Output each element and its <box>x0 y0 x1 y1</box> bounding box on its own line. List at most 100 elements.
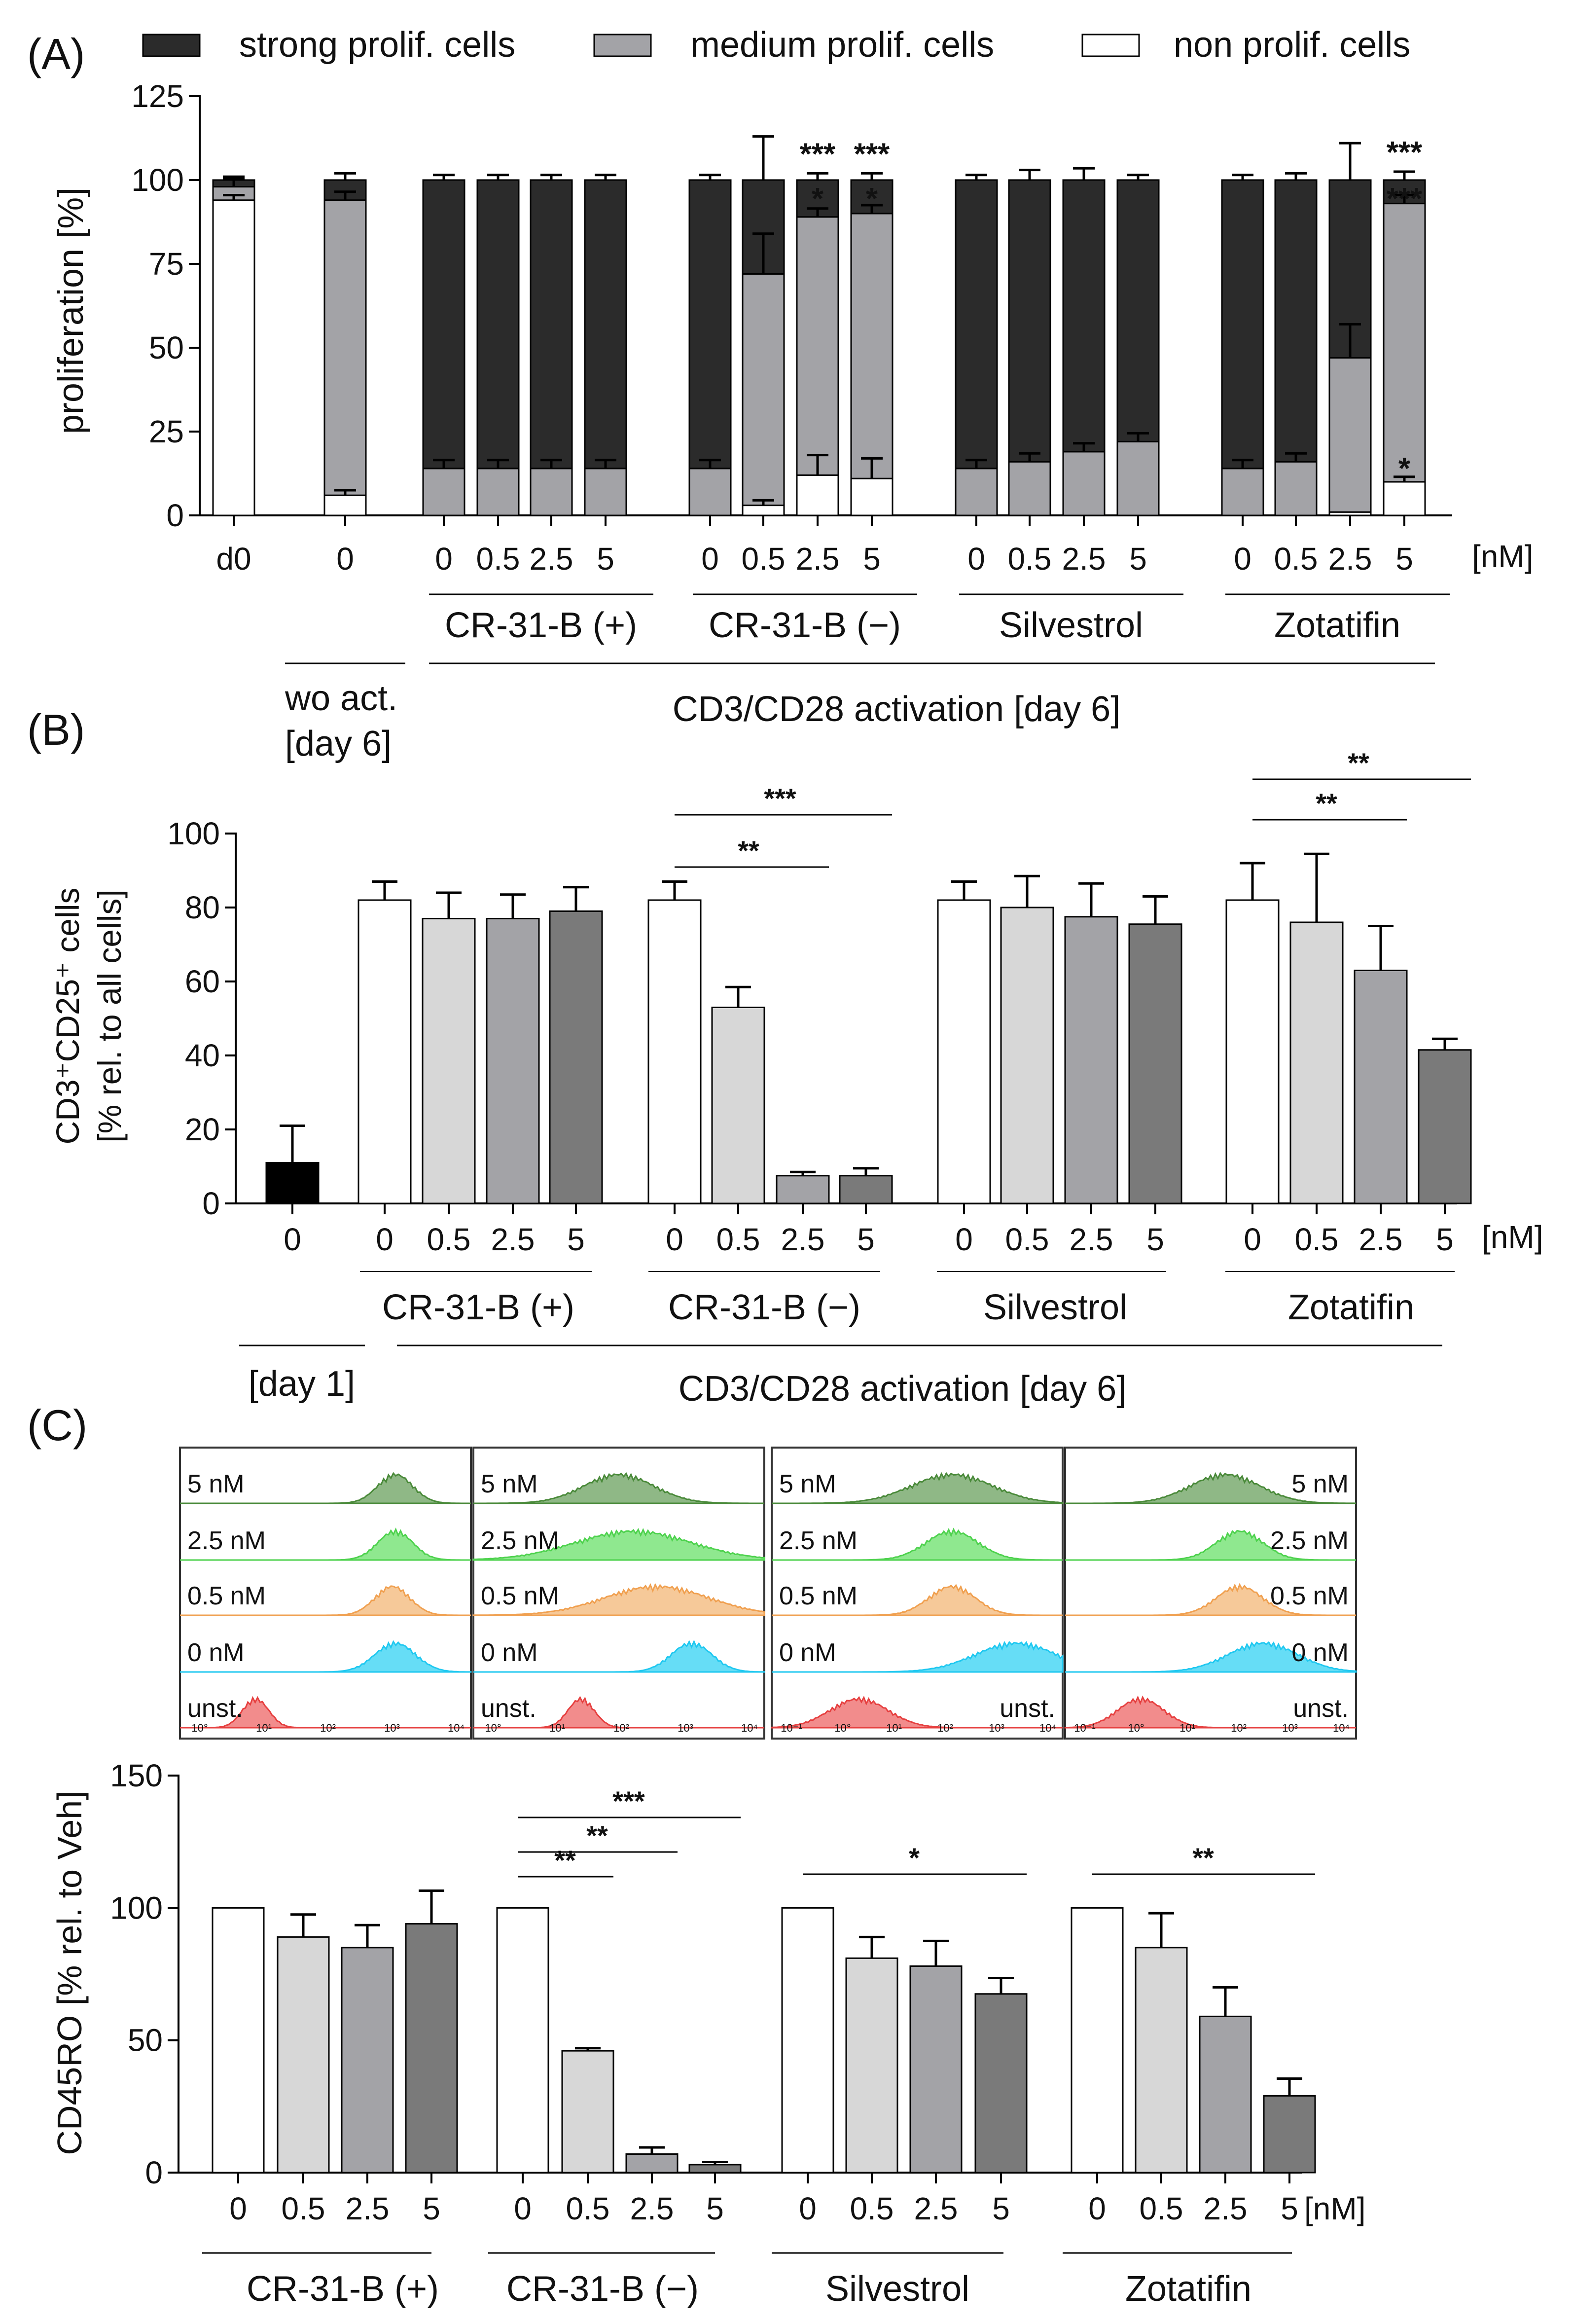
a-conc-3-2: 2.5 <box>1328 541 1372 577</box>
c-conc-0-0: 0 <box>229 2191 247 2226</box>
a-group-zotatifin: Zotatifin <box>1274 606 1400 645</box>
b-ytick-label-0: 0 <box>202 1186 220 1221</box>
hist-label-2-1: 2.5 nM <box>779 1526 858 1555</box>
a-bar-11-seg-2 <box>1008 179 1051 463</box>
b-bar-12 <box>1128 923 1182 1204</box>
a-conc-1-0: 0 <box>701 541 719 577</box>
a-bar-1-seg-0 <box>323 494 367 516</box>
c-conc-1-3: 5 <box>706 2191 724 2226</box>
c-bar-1 <box>277 1936 330 2174</box>
b-conc-1-1: 0.5 <box>716 1222 760 1257</box>
hist-tick-0-0: 10° <box>191 1722 208 1734</box>
hist-tick-1-2: 10² <box>613 1722 629 1734</box>
hist-tick-0-4: 10⁴ <box>448 1722 465 1734</box>
a-conc-labels: 0 0.5 2.5 5 0 0.5 2.5 5 0 0.5 2.5 5 0 0.5 2.5 5 <box>435 541 1413 577</box>
a-annotation-1: *** <box>854 137 890 171</box>
b-sig-label-2: ** <box>1316 788 1337 819</box>
a-bar-9-seg-0 <box>850 477 894 516</box>
c-ytick-label-0: 0 <box>145 2155 163 2190</box>
c-conc-labels: 0 0.5 2.5 5 0 0.5 2.5 5 0 0.5 2.5 5 0 0.5 2.5 5 <box>229 2191 1298 2226</box>
hist-tick-2-5: 10⁴ <box>1039 1722 1056 1734</box>
panel-a-letter: (A) <box>27 30 85 78</box>
hist-curve-2-4 <box>771 1696 1063 1729</box>
b-conc-0-0: 0 <box>376 1222 393 1257</box>
c-bar-15 <box>1263 2095 1316 2174</box>
a-bar-3-seg-1 <box>476 468 520 516</box>
hist-curve-0-2 <box>180 1585 471 1616</box>
a-ytick-label-1: 25 <box>149 414 184 449</box>
b-bar-4 <box>549 910 603 1204</box>
a-bar-8-seg-0 <box>796 474 839 516</box>
a-bar-5-seg-1 <box>584 468 627 516</box>
hist-curve-3-3 <box>1065 1641 1357 1673</box>
a-bar-14-seg-1 <box>1221 468 1264 516</box>
c-bar-3 <box>405 1923 458 2174</box>
hist-tick-3-4: 10³ <box>1282 1722 1298 1734</box>
panel-c-bars <box>212 1889 1316 2174</box>
a-bar-5-seg-2 <box>584 179 627 470</box>
a-label-wo-0: 0 <box>336 541 354 577</box>
a-bar-7-seg-1 <box>742 273 785 507</box>
a-bar-9-seg-1 <box>850 213 894 479</box>
a-annotation-3: * <box>866 182 878 216</box>
c-ytick-label-1: 50 <box>128 2023 163 2058</box>
c-conc-0-1: 0.5 <box>282 2191 325 2226</box>
a-bar-13-seg-1 <box>1116 440 1160 516</box>
hist-label-1-3: 0 nM <box>481 1638 538 1667</box>
a-bar-4-seg-2 <box>530 179 573 470</box>
c-conc-0-3: 5 <box>423 2191 440 2226</box>
hist-tick-1-4: 10⁴ <box>741 1722 758 1734</box>
b-bar-7 <box>776 1175 830 1204</box>
a-annotation-0: *** <box>800 137 836 171</box>
panel-a-bars: *** **** ******** <box>212 135 1426 516</box>
a-conc-2-3: 5 <box>1129 541 1147 577</box>
a-bar-17-seg-1 <box>1383 203 1426 483</box>
a-bar-12-seg-2 <box>1062 179 1106 453</box>
a-conc-3-1: 0.5 <box>1274 541 1318 577</box>
a-label-d0: d0 <box>216 541 251 577</box>
a-annotation-4: *** <box>1387 136 1423 170</box>
c-sig-label-2: *** <box>612 1785 645 1816</box>
b-ytick-label-5: 100 <box>167 816 220 851</box>
a-bar-7-seg-0 <box>742 505 785 516</box>
c-bar-12 <box>1071 1907 1124 2174</box>
hist-label-1-0: 5 nM <box>481 1470 538 1498</box>
a-bar-10-seg-1 <box>955 468 998 516</box>
a-bar-12-seg-1 <box>1062 451 1106 516</box>
b-sig-label-0: ** <box>738 835 759 866</box>
a-bar-6-seg-1 <box>688 468 732 516</box>
b-bar-15 <box>1354 970 1408 1204</box>
c-conc-3-2: 2.5 <box>1204 2191 1248 2226</box>
b-ytick-label-3: 60 <box>185 964 220 999</box>
hist-curve-2-2 <box>772 1584 1063 1616</box>
hist-label-0-2: 0.5 nM <box>187 1582 266 1610</box>
hist-label-2-4: unst. <box>1000 1694 1055 1723</box>
hist-tick-3-1: 10° <box>1128 1722 1144 1734</box>
b-conc-3-2: 2.5 <box>1359 1222 1403 1257</box>
a-unit-label: [nM] <box>1472 539 1533 574</box>
c-bar-4 <box>496 1907 549 2174</box>
b-bar-1 <box>358 899 412 1204</box>
hist-tick-3-3: 10² <box>1231 1722 1247 1734</box>
b-sig-label-1: *** <box>764 783 796 814</box>
legend-strong-label: strong prolif. cells <box>239 25 515 65</box>
b-ytick-label-1: 20 <box>185 1112 220 1147</box>
a-bar-15-seg-1 <box>1274 461 1318 516</box>
a-group-cr31b-plus: CR-31-B (+) <box>445 606 637 645</box>
b-bar-16 <box>1418 1049 1472 1204</box>
c-bar-11 <box>974 1993 1028 2174</box>
a-conc-2-0: 0 <box>967 541 985 577</box>
hist-label-1-4: unst. <box>481 1694 536 1723</box>
hist-curve-3-1 <box>1065 1529 1356 1561</box>
b-conc-3-3: 5 <box>1436 1222 1454 1257</box>
c-conc-2-1: 0.5 <box>850 2191 894 2226</box>
hist-label-3-2: 0.5 nM <box>1270 1582 1349 1610</box>
b-bar-11 <box>1064 916 1118 1204</box>
hist-tick-0-1: 10¹ <box>256 1722 272 1734</box>
c-conc-0-2: 2.5 <box>346 2191 390 2226</box>
b-day1-label: [day 1] <box>249 1364 355 1404</box>
hist-tick-1-1: 10¹ <box>549 1722 565 1734</box>
hist-label-0-4: unst. <box>187 1694 243 1723</box>
